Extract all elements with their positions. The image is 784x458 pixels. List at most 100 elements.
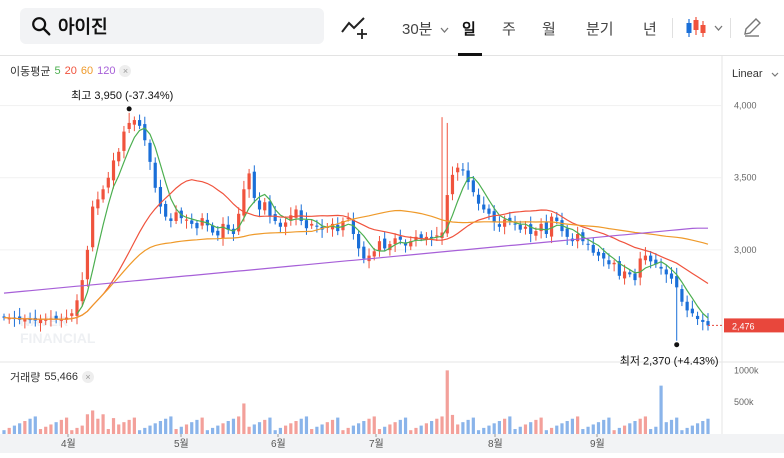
- candle-body: [565, 228, 569, 237]
- candle-body: [59, 319, 63, 321]
- y-tick-label: 3,000: [734, 245, 757, 255]
- volume-bar: [33, 416, 37, 434]
- candle-body: [690, 308, 694, 314]
- candle-body: [388, 244, 392, 251]
- candle-body: [2, 316, 6, 318]
- candle-body: [252, 171, 256, 198]
- chart-type-select[interactable]: [684, 16, 723, 40]
- volume-bar: [289, 423, 293, 434]
- volume-bar: [148, 425, 152, 434]
- interval-select[interactable]: 30분: [402, 18, 449, 39]
- volume-bar: [549, 427, 554, 434]
- ma-line: [3, 179, 709, 320]
- candle-body: [226, 224, 230, 230]
- volume-bar: [127, 419, 131, 434]
- x-tick-label: 9월: [590, 438, 605, 450]
- tab-year[interactable]: 년: [643, 21, 657, 38]
- candle-body: [372, 251, 376, 257]
- candle-body: [435, 235, 439, 237]
- volume-bar: [393, 422, 397, 434]
- candle-body: [685, 301, 689, 311]
- close-icon[interactable]: ×: [119, 65, 132, 77]
- volume-bar: [403, 417, 408, 434]
- candle-body: [263, 202, 267, 211]
- volume-bar: [372, 416, 376, 434]
- high-marker: [126, 106, 132, 112]
- candle-body: [362, 246, 366, 259]
- volume-bar: [23, 421, 27, 434]
- volume-bar: [388, 424, 392, 434]
- pencil-icon[interactable]: [742, 17, 762, 37]
- volume-bar: [367, 418, 371, 434]
- candle-body: [544, 222, 548, 234]
- current-price-label: 2,476: [732, 321, 755, 331]
- candle-body: [101, 189, 105, 200]
- volume-bar: [534, 419, 538, 434]
- scale-type-select[interactable]: Linear: [732, 68, 779, 80]
- volume-bar: [523, 424, 528, 434]
- volume-bar: [346, 427, 350, 434]
- candle-body: [91, 206, 95, 248]
- chevron-down-icon: [771, 72, 779, 77]
- volume-bar: [565, 421, 569, 434]
- candle-body: [628, 272, 632, 275]
- volume-bar: [205, 430, 209, 434]
- volume-bar: [294, 421, 298, 434]
- candle-body: [184, 219, 189, 221]
- volume-bar: [174, 429, 178, 434]
- x-tick-label: 4월: [61, 438, 76, 450]
- ma-line: [76, 127, 709, 319]
- candle-body: [54, 315, 58, 320]
- volume-bar: [430, 421, 434, 434]
- candle-body: [7, 318, 11, 320]
- volume-bar: [315, 426, 319, 434]
- chevron-down-icon: [714, 25, 723, 31]
- tab-day[interactable]: 일: [462, 21, 476, 38]
- candle-body: [492, 211, 496, 223]
- indicator-add-icon[interactable]: [340, 14, 370, 40]
- candle-body: [706, 321, 710, 326]
- candle-body: [289, 215, 293, 221]
- volume-bar: [586, 426, 590, 434]
- candle-body: [591, 244, 595, 253]
- search-box[interactable]: 아이진: [20, 8, 324, 44]
- chart-area[interactable]: 3,000 3,500 4,000 NAVER FINANCIAL 최고 3,950 (-…: [0, 56, 784, 453]
- volume-bar: [226, 421, 230, 434]
- candle-body: [466, 170, 470, 183]
- volume-bar: [18, 423, 22, 434]
- chevron-down-icon: [440, 27, 449, 34]
- candle-body: [680, 289, 684, 302]
- candle-body: [576, 233, 580, 242]
- volume-bar: [482, 427, 486, 434]
- candle-body: [210, 225, 215, 233]
- ma-legend-20: 20: [64, 65, 77, 77]
- volume-bar: [278, 427, 282, 434]
- candle-body: [341, 221, 345, 231]
- candle-body: [273, 214, 277, 221]
- watermark-text: FINANCIAL: [20, 330, 96, 346]
- tab-month[interactable]: 월: [542, 21, 556, 38]
- candle-body: [117, 151, 121, 162]
- candle-body: [70, 313, 74, 316]
- candle-body: [633, 273, 637, 281]
- candle-body: [695, 315, 700, 320]
- candle-body: [476, 194, 481, 204]
- tab-week[interactable]: 주: [502, 21, 516, 38]
- tab-quarter[interactable]: 분기: [586, 21, 614, 38]
- volume-bar: [461, 422, 465, 434]
- volume-bar: [518, 426, 522, 434]
- candle-body: [649, 255, 653, 262]
- candle-body: [80, 280, 84, 302]
- search-query: 아이진: [58, 17, 108, 37]
- volume-bar: [252, 424, 256, 434]
- candle-body: [398, 236, 402, 240]
- volume-bar: [231, 418, 236, 434]
- volume-bar: [284, 425, 288, 434]
- volume-bar: [701, 421, 705, 434]
- candle-body: [247, 173, 251, 190]
- close-icon[interactable]: ×: [82, 371, 95, 383]
- scale-type-label: Linear: [732, 68, 763, 80]
- candle-body: [664, 269, 668, 275]
- candle-body: [669, 273, 674, 279]
